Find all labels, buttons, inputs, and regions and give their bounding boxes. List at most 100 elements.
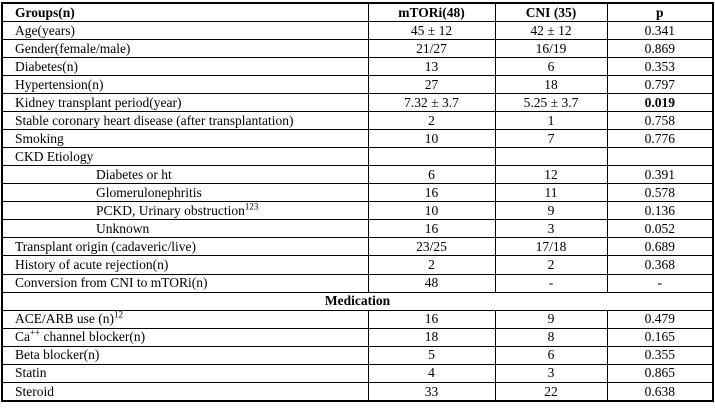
p-value: 0.052 (606, 219, 714, 239)
mtori-value: 27 (367, 75, 496, 95)
cni-value: 6 (494, 57, 608, 77)
cni-value: 17/18 (494, 237, 608, 257)
group-label: Stable coronary heart disease (after tra… (1, 111, 369, 131)
table-row-age: Age(years) 45 ± 12 42 ± 12 0.341 (1, 21, 714, 41)
cni-value: 11 (494, 183, 608, 203)
header-row: Groups(n) mTORi(48) CNI (35) p (1, 2, 714, 23)
p-value-significant: 0.019 (606, 93, 714, 113)
mtori-value: 45 ± 12 (367, 21, 496, 41)
table-row-beta-blocker: Beta blocker(n) 5 6 0.355 (1, 345, 714, 365)
group-label: Kidney transplant period(year) (1, 93, 369, 113)
patient-characteristics-table: Groups(n) mTORi(48) CNI (35) p Age(years… (1, 2, 714, 402)
table-row-statin: Statin 4 3 0.865 (1, 363, 714, 383)
mtori-value: 6 (367, 165, 496, 185)
table-row-diabetes: Diabetes(n) 13 6 0.353 (1, 57, 714, 77)
p-value: 0.776 (606, 129, 714, 149)
mtori-value: 21/27 (367, 39, 496, 59)
col-header-mtori: mTORi(48) (367, 2, 496, 23)
table-row-ckd-etiology: CKD Etiology (1, 147, 714, 167)
group-label: Statin (1, 363, 369, 383)
mtori-value: 16 (367, 309, 496, 329)
group-label: ACE/ARB use (n)12 (1, 309, 369, 329)
table-row-gender: Gender(female/male) 21/27 16/19 0.869 (1, 39, 714, 59)
cni-value: 12 (494, 165, 608, 185)
mtori-value: 5 (367, 345, 496, 365)
group-label-text: PCKD, Urinary obstruction (96, 203, 245, 219)
mtori-value: 33 (367, 381, 496, 402)
group-label-text: ACE/ARB use (n) (15, 311, 114, 327)
group-label: Glomerulonephritis (1, 183, 369, 203)
p-value: 0.391 (606, 165, 714, 185)
cni-value: 9 (494, 309, 608, 329)
p-value: 0.353 (606, 57, 714, 77)
p-value: - (606, 273, 714, 293)
mtori-value: 16 (367, 219, 496, 239)
group-label: History of acute rejection(n) (1, 255, 369, 275)
table-row-etiology-pckd: PCKD, Urinary obstruction123 10 9 0.136 (1, 201, 714, 221)
table-row-transplant-origin: Transplant origin (cadaveric/live) 23/25… (1, 237, 714, 257)
group-label: Ca++ channel blocker(n) (1, 327, 369, 347)
p-value: 0.341 (606, 21, 714, 41)
cni-value: 7 (494, 129, 608, 149)
p-value: 0.758 (606, 111, 714, 131)
p-value: 0.865 (606, 363, 714, 383)
section-title: Medication (1, 291, 714, 311)
cni-value (494, 147, 608, 167)
cni-value: 1 (494, 111, 608, 131)
group-label: Steroid (1, 381, 369, 402)
cni-value: 3 (494, 219, 608, 239)
group-label-text: Ca (15, 329, 30, 345)
p-value: 0.638 (606, 381, 714, 402)
group-label: Beta blocker(n) (1, 345, 369, 365)
superscript-ref: ++ (30, 328, 41, 338)
group-label: Age(years) (1, 21, 369, 41)
group-label: Diabetes or ht (1, 165, 369, 185)
table-row-steroid: Steroid 33 22 0.638 (1, 381, 714, 402)
p-value: 0.165 (606, 327, 714, 347)
mtori-value: 10 (367, 201, 496, 221)
mtori-value: 2 (367, 111, 496, 131)
cni-value: 8 (494, 327, 608, 347)
cni-value: 5.25 ± 3.7 (494, 93, 608, 113)
group-label: Hypertension(n) (1, 75, 369, 95)
section-row-medication: Medication (1, 291, 714, 311)
group-label: Unknown (1, 219, 369, 239)
cni-value: 16/19 (494, 39, 608, 59)
table-row-coronary-disease: Stable coronary heart disease (after tra… (1, 111, 714, 131)
p-value: 0.689 (606, 237, 714, 257)
table-row-acute-rejection: History of acute rejection(n) 2 2 0.368 (1, 255, 714, 275)
p-value: 0.578 (606, 183, 714, 203)
cni-value: 42 ± 12 (494, 21, 608, 41)
table-row-etiology-diabetes-ht: Diabetes or ht 6 12 0.391 (1, 165, 714, 185)
mtori-value (367, 147, 496, 167)
mtori-value: 2 (367, 255, 496, 275)
table-row-smoking: Smoking 10 7 0.776 (1, 129, 714, 149)
table-row-ca-channel-blocker: Ca++ channel blocker(n) 18 8 0.165 (1, 327, 714, 347)
group-label: CKD Etiology (1, 147, 369, 167)
table-row-transplant-period: Kidney transplant period(year) 7.32 ± 3.… (1, 93, 714, 113)
cni-value: 9 (494, 201, 608, 221)
group-label: Conversion from CNI to mTORi(n) (1, 273, 369, 293)
group-label: PCKD, Urinary obstruction123 (1, 201, 369, 221)
col-header-groups: Groups(n) (1, 2, 369, 23)
cni-value: 2 (494, 255, 608, 275)
cni-value: 3 (494, 363, 608, 383)
table-row-ace-arb: ACE/ARB use (n)12 16 9 0.479 (1, 309, 714, 329)
mtori-value: 7.32 ± 3.7 (367, 93, 496, 113)
p-value: 0.479 (606, 309, 714, 329)
p-value: 0.136 (606, 201, 714, 221)
cni-value: - (494, 273, 608, 293)
mtori-value: 18 (367, 327, 496, 347)
col-header-cni: CNI (35) (494, 2, 608, 23)
p-value: 0.869 (606, 39, 714, 59)
p-value (606, 147, 714, 167)
cni-value: 18 (494, 75, 608, 95)
group-label: Diabetes(n) (1, 57, 369, 77)
p-value: 0.368 (606, 255, 714, 275)
p-value: 0.797 (606, 75, 714, 95)
mtori-value: 10 (367, 129, 496, 149)
table-row-conversion: Conversion from CNI to mTORi(n) 48 - - (1, 273, 714, 293)
cni-value: 22 (494, 381, 608, 402)
p-value: 0.355 (606, 345, 714, 365)
table-row-etiology-unknown: Unknown 16 3 0.052 (1, 219, 714, 239)
